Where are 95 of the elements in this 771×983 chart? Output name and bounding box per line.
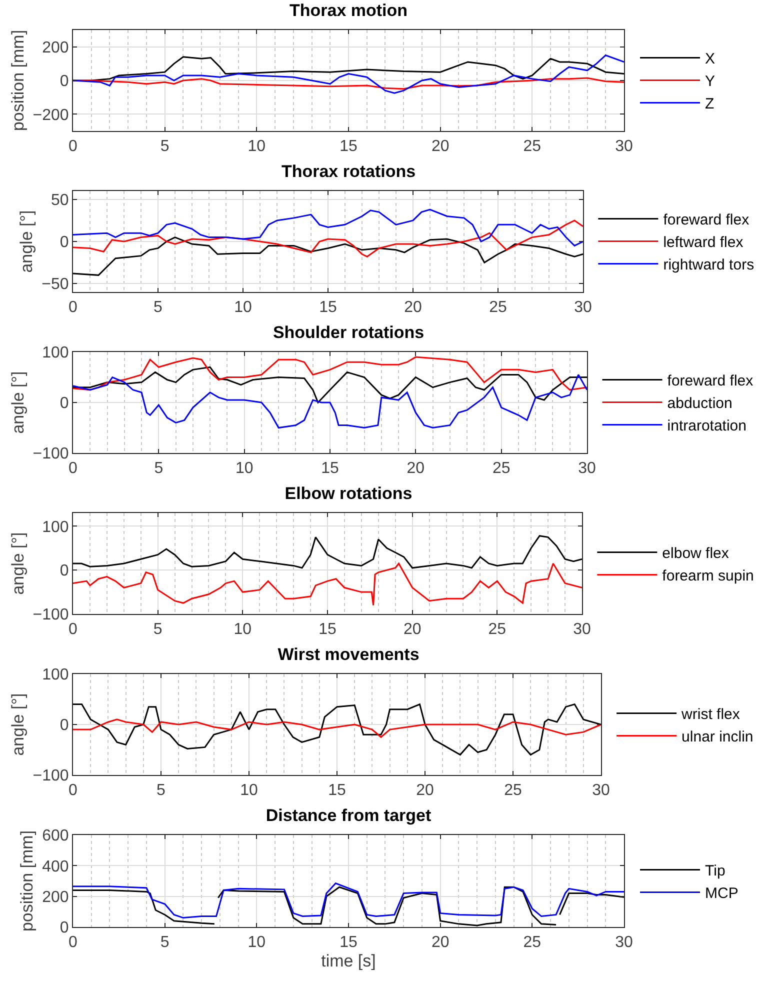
line-series [73,356,587,391]
y-tick-label: −100 [32,606,69,624]
y-tick-label: 0 [60,73,69,90]
x-tick-label: 20 [403,621,422,638]
x-tick-label: 15 [340,934,358,952]
x-tick-label: 20 [404,299,422,316]
x-tick-label: 5 [154,460,164,478]
line-series [73,220,583,258]
x-tick-label: 30 [578,460,596,478]
x-tick-label: 30 [574,299,592,316]
line-series [73,236,583,276]
chart-title: Elbow rotations [284,484,412,503]
x-tick-label: 25 [504,782,522,800]
legend-label: wrist flex [680,706,740,724]
chart-title: Wirst movements [278,644,420,664]
line-series [73,562,582,606]
chart-title: Thorax rotations [281,162,416,181]
x-tick-label: 15 [328,782,346,800]
y-tick-label: 50 [51,192,69,210]
x-tick-label: 5 [156,782,166,800]
y-tick-label: 200 [42,888,69,906]
x-tick-label: 10 [248,934,266,952]
y-axis-title: angle [°] [17,210,36,273]
line-series [73,718,601,738]
x-tick-label: 5 [160,934,170,952]
line-series [73,366,587,404]
legend-label: leftward flex [663,234,744,252]
x-tick-label: 30 [592,782,610,800]
x-tick-label: 15 [321,460,339,478]
x-tick-label: 10 [240,782,258,800]
y-tick-label: 0 [60,717,69,734]
chart-title: Shoulder rotations [272,322,424,342]
y-tick-label: 100 [42,518,69,536]
x-tick-label: 25 [492,460,510,478]
x-tick-label: 25 [523,138,542,156]
x-tick-label: 20 [431,138,450,156]
y-axis-title: angle [°] [8,532,28,595]
legend-label: forearm supin [662,568,754,585]
x-tick-label: 5 [160,138,170,156]
legend-label: MCP [705,885,738,902]
y-tick-label: 200 [42,39,69,56]
line-series [73,704,601,756]
x-tick-label: 5 [153,621,162,638]
y-tick-label: 600 [42,828,69,845]
x-tick-label: 10 [235,460,254,478]
x-tick-label: 10 [248,138,266,156]
chart-title: Thorax motion [289,0,408,20]
legend-label: Z [705,96,714,113]
x-tick-label: 10 [234,299,252,316]
x-tick-label: 5 [154,299,163,316]
legend-label: Y [705,73,716,90]
x-axis-title: time [s] [321,952,376,971]
y-axis-title: angle [°] [8,371,28,434]
legend-label: elbow flex [662,545,730,562]
x-tick-label: 30 [615,138,633,156]
legend-label: foreward flex [663,212,750,229]
legend-label: rightward tors [663,256,754,274]
legend-label: abduction [667,395,732,412]
x-tick-label: 25 [488,621,506,638]
x-tick-label: 25 [489,299,507,316]
y-tick-label: 0 [60,395,69,412]
y-tick-label: 400 [42,858,69,876]
line-series [73,374,587,428]
x-tick-label: 10 [234,621,252,638]
x-tick-label: 15 [319,299,337,316]
line-series [73,882,624,919]
y-tick-label: 0 [60,234,69,252]
y-tick-label: 0 [60,920,69,937]
y-tick-label: 100 [42,344,69,362]
line-series [73,535,582,569]
y-tick-label: 100 [42,666,69,684]
y-tick-label: −100 [32,768,69,785]
chart-title: Distance from target [266,806,432,825]
legend-label: ulnar inclin [682,728,754,746]
x-tick-label: 25 [523,934,542,952]
x-tick-label: 30 [615,934,633,952]
legend-label: Tip [705,862,726,880]
legend-label: X [705,50,716,68]
legend-label: foreward flex [667,372,754,390]
legend-label: intrarotation [667,418,746,435]
line-series [73,208,583,246]
y-tick-label: −200 [32,106,69,124]
y-tick-label: −50 [42,276,69,294]
x-tick-label: 20 [406,460,425,478]
x-tick-label: 30 [573,621,591,638]
y-axis-title: position [mm] [8,30,28,132]
x-tick-label: 15 [340,138,358,156]
y-axis-title: angle [°] [8,693,28,756]
line-series [73,54,624,94]
x-tick-label: 20 [431,934,450,952]
y-tick-label: 0 [60,562,69,580]
y-axis-title: position [mm] [18,830,37,932]
x-tick-label: 20 [416,782,434,800]
y-tick-label: −100 [32,446,69,463]
x-tick-label: 15 [318,621,336,638]
